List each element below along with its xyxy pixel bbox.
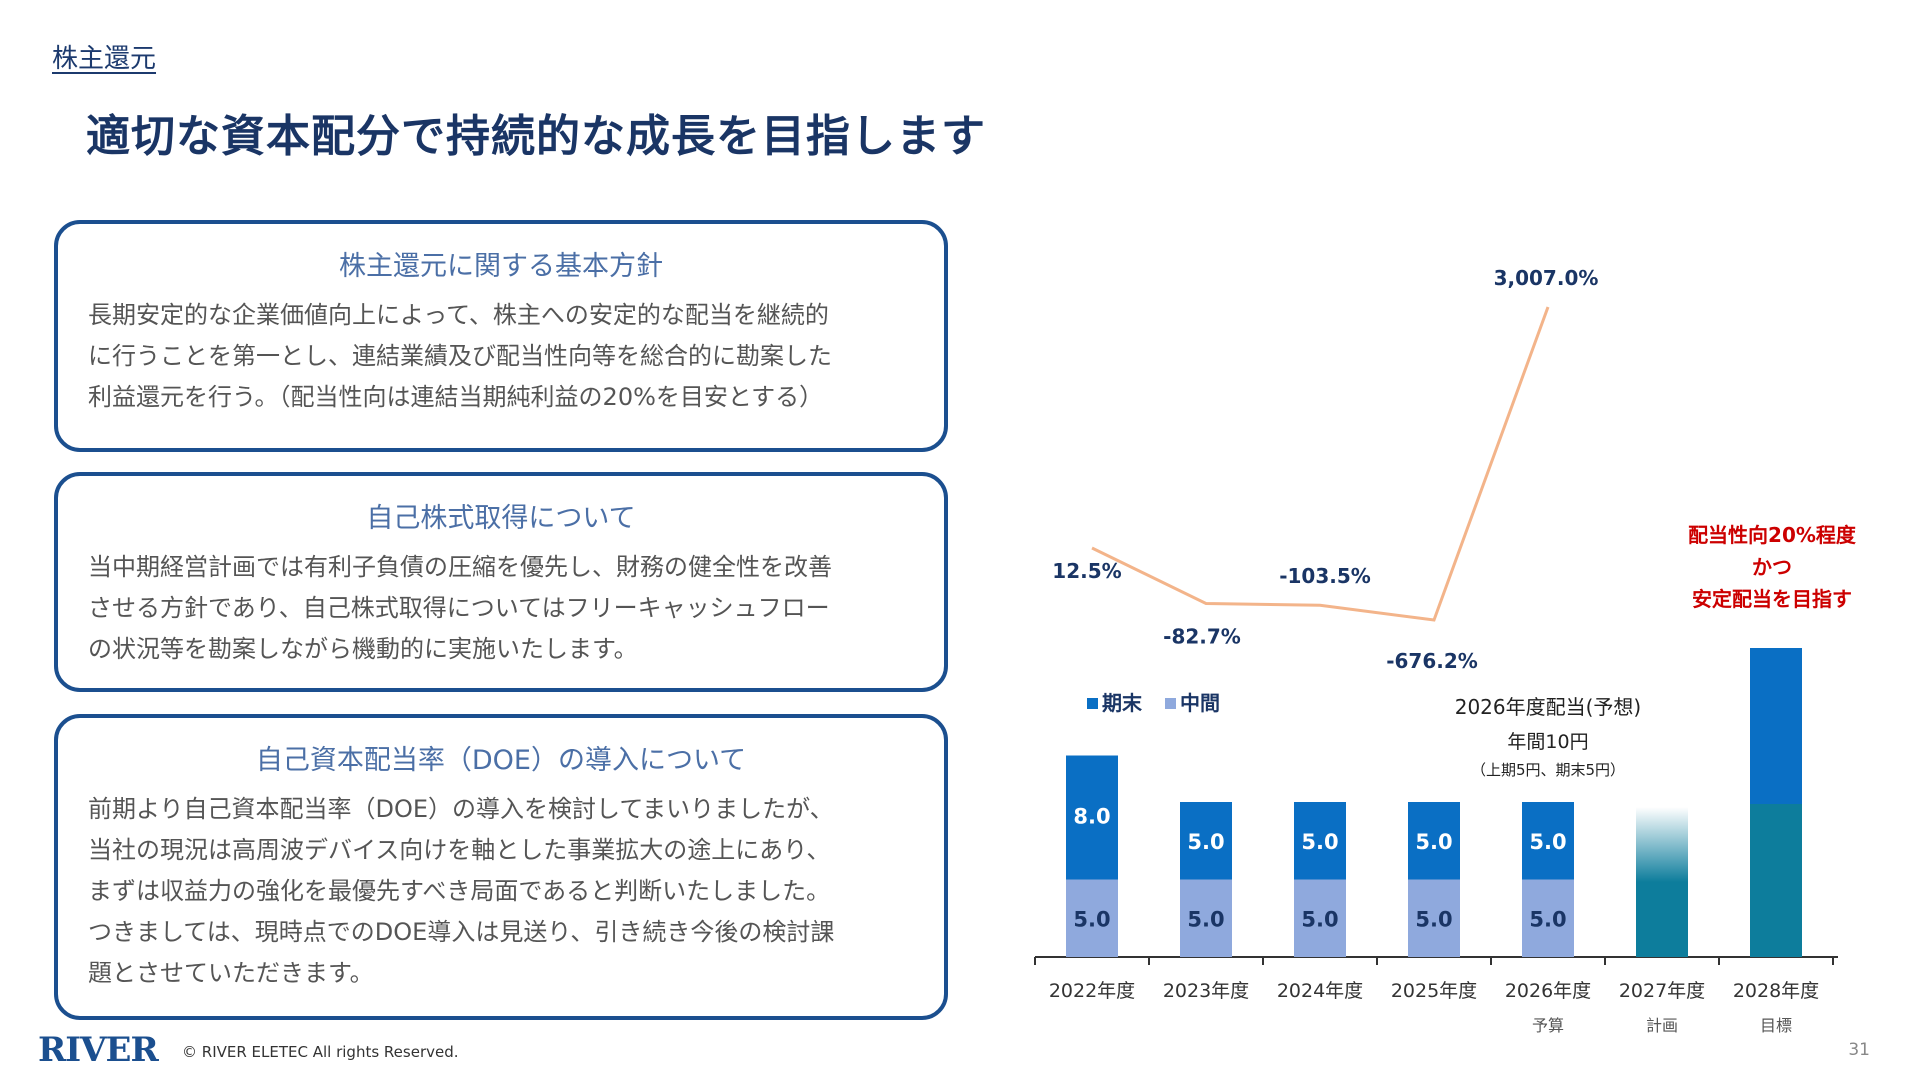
- bar-label-chukan: 5.0: [1301, 907, 1338, 931]
- x-tick-label: 2022年度: [1049, 980, 1135, 1002]
- policy-line: 長期安定的な企業価値向上によって、株主への安定的な配当を継続的: [88, 301, 829, 329]
- forecast-note-breakdown: （上期5円、期末5円）: [1471, 761, 1625, 779]
- payout-ratio-label: -676.2%: [1386, 649, 1478, 673]
- x-tick-sublabel: 予算: [1532, 1016, 1564, 1035]
- policy-line: つきましては、現時点でのDOE導入は見送り、引き続き今後の検討課: [88, 918, 835, 946]
- dividend-chart: 5.0 8.0 5.0 5.0 5.0 5.0 5.0 5.0 5.0 5.0 2022年度 2023…: [1000, 200, 1900, 1060]
- section-label: 株主還元: [52, 44, 157, 74]
- x-tick-label: 2025年度: [1391, 980, 1477, 1002]
- bar-label-kimatsu: 5.0: [1415, 830, 1452, 854]
- payout-ratio-line: [1091, 306, 1550, 622]
- policy-box-title: 株主還元に関する基本方針: [339, 251, 663, 282]
- policy-box-title: 自己株式取得について: [366, 503, 636, 534]
- policy-line: させる方針であり、自己株式取得についてはフリーキャッシュフロー: [88, 594, 830, 622]
- bar-chukan: [1066, 879, 1118, 957]
- x-tick-label: 2024年度: [1277, 980, 1363, 1002]
- policy-box-buyback: 自己株式取得について 当中期経営計画では有利子負債の圧縮を優先し、財務の健全性を…: [54, 472, 948, 692]
- policy-line: 利益還元を行う。（配当性向は連結当期純利益の20%を目安とする）: [88, 383, 824, 411]
- legend-label-chukan: 中間: [1180, 691, 1220, 715]
- bar-chukan: [1294, 879, 1346, 957]
- bar-kimatsu: [1294, 802, 1346, 880]
- bar-chukan: [1180, 879, 1232, 957]
- x-tick-label: 2028年度: [1733, 980, 1819, 1002]
- page-number: 31: [1848, 1040, 1870, 1060]
- payout-ratio-label: 3,007.0%: [1494, 266, 1599, 290]
- payout-ratio-label: 12.5%: [1052, 559, 1121, 583]
- legend-swatch-chukan: [1165, 698, 1176, 709]
- forecast-note-title: 2026年度配当(予想): [1455, 695, 1642, 719]
- policy-box-doe: 自己資本配当率（DOE）の導入について 前期より自己資本配当率（DOE）の導入を…: [54, 714, 948, 1020]
- target-note-line: 安定配当を目指す: [1692, 587, 1852, 611]
- payout-ratio-label: -103.5%: [1279, 564, 1371, 588]
- copyright-text: © RIVER ELETEC All rights Reserved.: [182, 1043, 459, 1061]
- bar-kimatsu: [1408, 802, 1460, 880]
- page-title: 適切な資本配分で持続的な成長を目指します: [86, 111, 986, 162]
- target-note-line: かつ: [1752, 555, 1792, 579]
- bar-label-kimatsu: 8.0: [1073, 805, 1110, 829]
- bar-kimatsu: [1066, 755, 1118, 880]
- bar-label-kimatsu: 5.0: [1301, 830, 1338, 854]
- policy-box-body: 前期より自己資本配当率（DOE）の導入を検討してまいりましたが、 当社の現況は高…: [88, 789, 918, 994]
- legend-swatch-kimatsu: [1087, 698, 1098, 709]
- bar-label-kimatsu: 5.0: [1529, 830, 1566, 854]
- bar-label-kimatsu: 5.0: [1187, 830, 1224, 854]
- bar-kimatsu: [1180, 802, 1232, 880]
- bar-label-chukan: 5.0: [1529, 907, 1566, 931]
- target-note-line: 配当性向20%程度: [1688, 523, 1857, 547]
- payout-ratio-label: -82.7%: [1163, 624, 1241, 648]
- bar-label-chukan: 5.0: [1415, 907, 1452, 931]
- policy-line: 題とさせていただきます。: [88, 959, 374, 987]
- forecast-note-annual: 年間10円: [1507, 731, 1588, 753]
- company-logo: RIVER: [38, 1030, 159, 1070]
- policy-box-dividend: 株主還元に関する基本方針 長期安定的な企業価値向上によって、株主への安定的な配当…: [54, 220, 948, 452]
- bar-target-kimatsu: [1750, 648, 1802, 804]
- policy-box-title: 自己資本配当率（DOE）の導入について: [255, 745, 747, 776]
- x-tick-label: 2027年度: [1619, 980, 1705, 1002]
- x-tick-sublabel: 計画: [1646, 1016, 1678, 1035]
- bar-chukan: [1522, 879, 1574, 957]
- policy-line: に行うことを第一とし、連結業績及び配当性向等を総合的に勘案した: [88, 342, 832, 370]
- policy-box-body: 当中期経営計画では有利子負債の圧縮を優先し、財務の健全性を改善 させる方針であり…: [88, 547, 918, 670]
- policy-line: まずは収益力の強化を最優先すべき局面であると判断いたしました。: [88, 877, 831, 905]
- bar-chukan: [1408, 879, 1460, 957]
- policy-line: 前期より自己資本配当率（DOE）の導入を検討してまいりましたが、: [88, 795, 834, 823]
- x-tick-label: 2026年度: [1505, 980, 1591, 1002]
- x-tick-sublabel: 目標: [1760, 1016, 1792, 1035]
- legend-label-kimatsu: 期末: [1102, 691, 1143, 715]
- dividend-chart-svg: 5.0 8.0 5.0 5.0 5.0 5.0 5.0 5.0 5.0 5.0 2022年度 2023…: [1034, 266, 1857, 1035]
- policy-box-body: 長期安定的な企業価値向上によって、株主への安定的な配当を継続的 に行うことを第一…: [88, 295, 918, 418]
- policy-line: 当社の現況は高周波デバイス向けを軸とした事業拡大の途上にあり、: [88, 836, 831, 864]
- bar-target-chukan: [1750, 804, 1802, 957]
- policy-line: 当中期経営計画では有利子負債の圧縮を優先し、財務の健全性を改善: [88, 553, 832, 581]
- x-tick-label: 2023年度: [1163, 980, 1249, 1002]
- bar-plan-2027: [1636, 807, 1688, 957]
- bar-label-chukan: 5.0: [1073, 907, 1110, 931]
- bar-label-chukan: 5.0: [1187, 907, 1224, 931]
- bar-kimatsu: [1522, 802, 1574, 880]
- policy-line: の状況等を勘案しながら機動的に実施いたします。: [88, 635, 638, 663]
